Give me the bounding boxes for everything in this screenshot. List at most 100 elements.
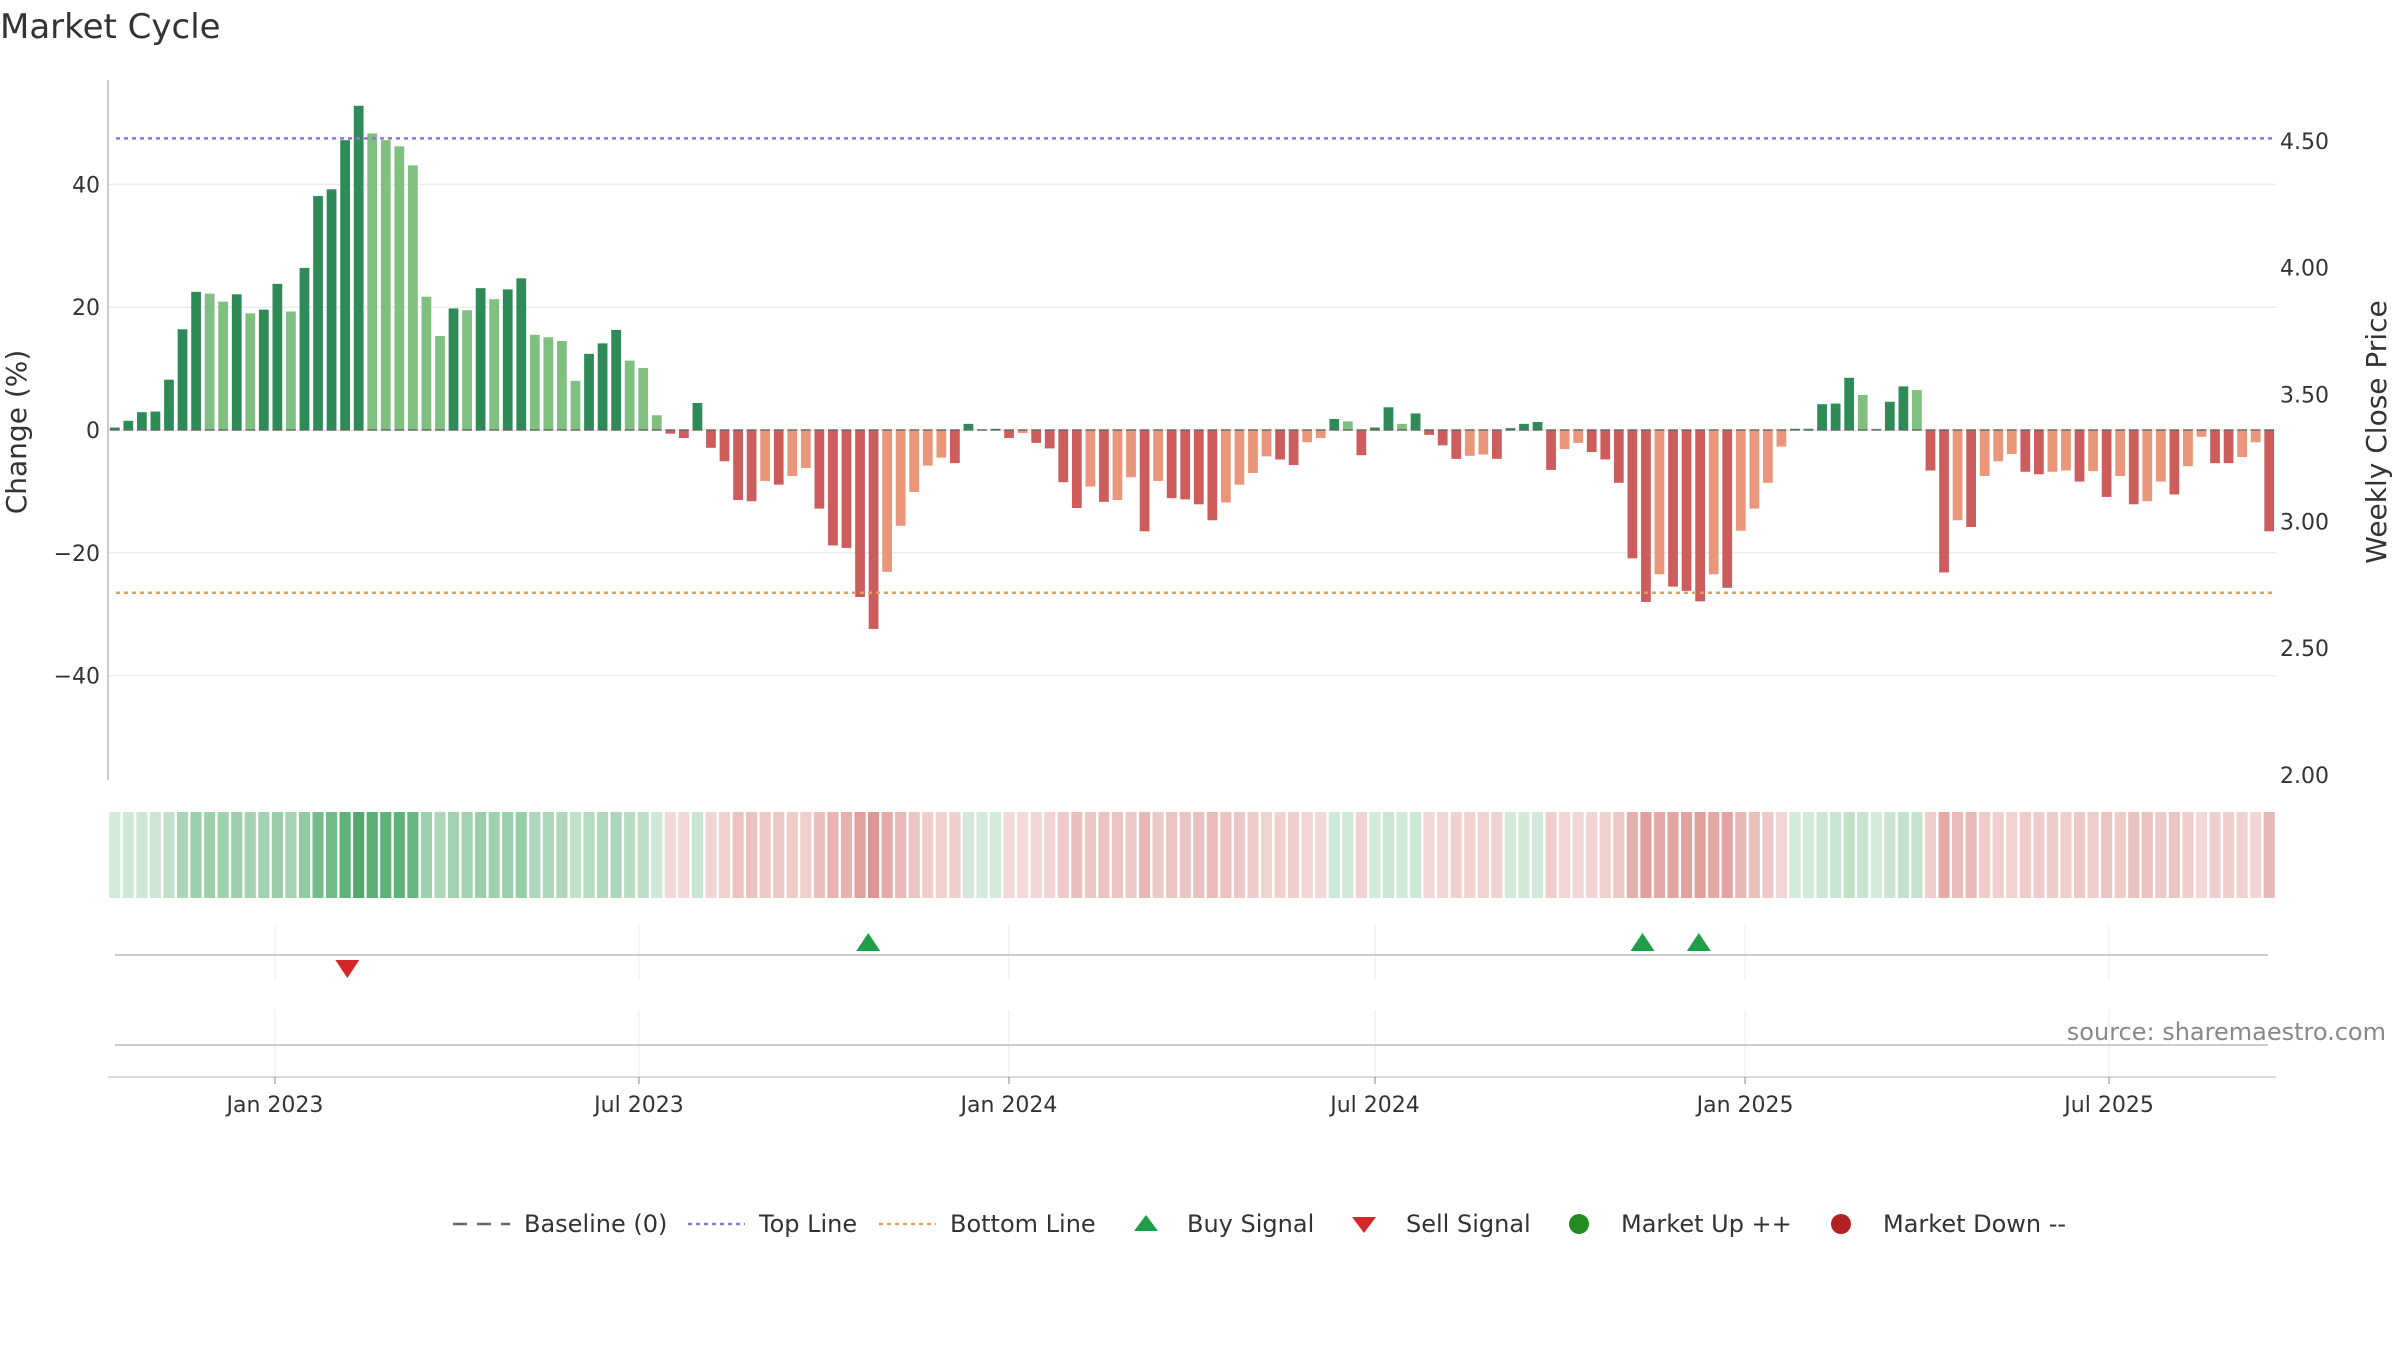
heat-cell [1504,812,1516,898]
bar [2183,430,2193,467]
bar [1329,418,1340,430]
heat-cell [976,812,988,898]
heat-cell [1084,812,1096,898]
heat-cell [1342,812,1354,898]
bar [678,430,689,438]
bar [1641,430,1651,602]
buy-signal-marker [856,933,881,951]
heat-cell [2155,812,2167,898]
bar [760,430,771,481]
bar [1153,430,1164,481]
bar [1207,430,1218,521]
heat-cell [691,812,703,898]
bar [1979,430,1990,477]
heat-cell [1220,812,1232,898]
heat-cell [1233,812,1245,898]
heat-cell [1152,812,1164,898]
bar [963,423,974,430]
heat-cell [1735,812,1747,898]
heat-cell [1897,812,1909,898]
legend-item: Market Down -- [1831,1210,2066,1238]
bar [665,430,676,434]
bar [1966,430,1977,528]
heat-cell [1098,812,1110,898]
heat-cell [2236,812,2248,898]
x-tick-label: Jan 2023 [224,1093,323,1118]
heat-cell [1071,812,1083,898]
heat-cell [2182,812,2194,898]
x-tick-label: Jul 2023 [592,1093,684,1118]
bar [2088,430,2098,472]
heat-cell [1775,812,1787,898]
bar [1248,430,1258,473]
bar [2264,430,2275,532]
heat-cell [2223,812,2235,898]
bar [394,146,405,430]
bar [2074,430,2085,482]
bar [340,140,351,430]
heat-cell [1139,812,1151,898]
bar [855,430,865,598]
heat-cell [136,812,148,898]
bar [597,343,608,430]
buy-signal-marker [1630,933,1655,951]
bar [543,337,554,430]
heat-cell [2046,812,2058,898]
signals-panel [115,925,2268,1078]
heat-cell [2209,812,2221,898]
bar [1464,430,1475,456]
heat-cell [2141,812,2153,898]
bar [1749,430,1760,509]
bar [1762,430,1773,483]
bar [2101,430,2112,497]
heat-cell [2073,812,2086,898]
heat-cell [244,812,256,898]
y-tick-label: 0 [86,419,100,444]
bar [1519,423,1529,430]
bar [800,430,811,469]
bar [1654,430,1665,575]
heat-cell [1979,812,1991,898]
bar [272,283,283,430]
gridlines [108,183,2276,677]
bar [1261,430,1272,457]
heat-cell [1830,812,1842,898]
market-heat-strip [109,812,2275,898]
bar [2169,430,2180,495]
bar [2115,430,2126,477]
heat-cell [2006,812,2018,898]
heat-cell [989,812,1002,898]
bar [638,367,649,430]
heat-cell [813,812,825,898]
bar [1735,430,1746,531]
heat-cell [895,812,907,898]
heat-cell [285,812,297,898]
bar [1505,428,1516,430]
bar [489,299,500,430]
bar [909,430,920,493]
y2-tick-label: 3.00 [2280,510,2329,535]
bar [1356,430,1367,456]
y2-axis-title: Weekly Close Price [2360,300,2393,563]
heat-cell [1843,812,1855,898]
heat-cell [1748,812,1760,898]
heat-cell [2019,812,2031,898]
bar [1370,427,1380,430]
bar [177,329,188,430]
heat-cell [1450,812,1462,898]
bar [367,133,378,430]
heat-cell [1531,812,1544,898]
bar [733,430,743,500]
legend-buy-swatch [1134,1215,1158,1231]
legend-item: Baseline (0) [453,1210,667,1238]
heat-cell [339,812,351,898]
heat-cell [840,812,853,898]
heat-cell [1017,812,1029,898]
heat-cell [908,812,920,898]
bar [2128,430,2139,505]
heat-cell [1396,812,1408,898]
bar [1695,430,1706,602]
bar [570,380,581,430]
bar [882,430,893,572]
y2-tick-label: 4.00 [2280,257,2329,282]
